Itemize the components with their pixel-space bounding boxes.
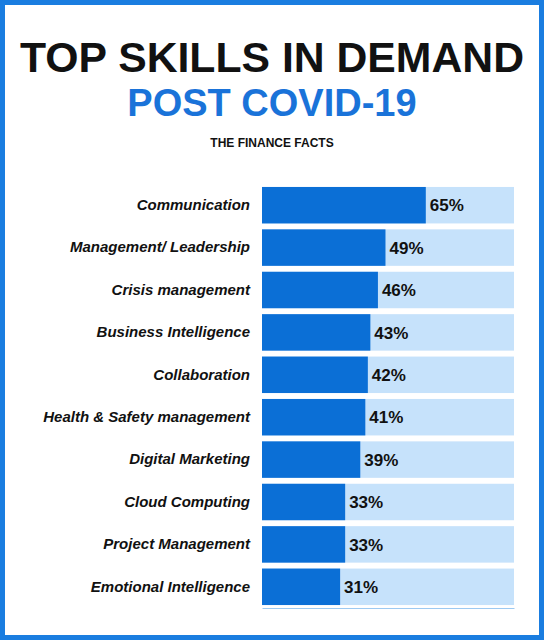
y-tick: Cloud Computing bbox=[124, 493, 262, 510]
x-axis bbox=[263, 608, 515, 609]
bar bbox=[262, 357, 368, 393]
track bbox=[262, 357, 514, 393]
y-axis: Communication Management/ Leadership Crisi… bbox=[43, 196, 262, 595]
y-tick-label: Management/ Leadership bbox=[70, 238, 250, 255]
track bbox=[262, 441, 514, 477]
data-label: 33% bbox=[349, 536, 383, 555]
track bbox=[262, 399, 514, 435]
bar bbox=[262, 484, 345, 520]
y-tick: Health & Safety management bbox=[43, 408, 262, 425]
y-tick: Digital Marketing bbox=[129, 450, 262, 467]
data-label: 42% bbox=[372, 366, 406, 385]
y-tick-label: Collaboration bbox=[153, 366, 250, 383]
data-label: 31% bbox=[344, 578, 378, 597]
track bbox=[262, 187, 514, 223]
track bbox=[262, 314, 514, 350]
track bbox=[262, 569, 514, 605]
y-tick: Communication bbox=[137, 196, 262, 213]
bar bbox=[262, 229, 385, 265]
y-tick-label: Health & Safety management bbox=[43, 408, 251, 425]
title: TOP SKILLS IN DEMAND bbox=[20, 33, 524, 81]
data-label: 39% bbox=[364, 451, 398, 470]
track bbox=[262, 526, 514, 562]
y-tick-label: Project Management bbox=[103, 535, 251, 552]
data-label: 43% bbox=[374, 324, 408, 343]
bars bbox=[262, 187, 426, 605]
chart: TOP SKILLS IN DEMANDPOST COVID-19 THE FIN… bbox=[0, 0, 544, 640]
y-tick-label: Crisis management bbox=[112, 281, 251, 298]
y-tick: Management/ Leadership bbox=[70, 238, 262, 255]
y-tick-label: Cloud Computing bbox=[124, 493, 250, 510]
data-label: 33% bbox=[349, 493, 383, 512]
bar bbox=[262, 399, 365, 435]
y-tick-label: Business Intelligence bbox=[97, 323, 250, 340]
frame bbox=[3, 3, 542, 638]
y-tick: Emotional Intelligence bbox=[91, 578, 262, 595]
bar bbox=[262, 314, 370, 350]
annotation: THE FINANCE FACTS bbox=[210, 136, 333, 150]
x-axis-line bbox=[263, 608, 515, 609]
tracks bbox=[262, 187, 514, 605]
y-tick-label: Communication bbox=[137, 196, 250, 213]
data-label: 41% bbox=[369, 408, 403, 427]
y-tick-label: Digital Marketing bbox=[129, 450, 250, 467]
y-tick: Crisis management bbox=[112, 281, 262, 298]
data-labels: 65% 49% 46% 43% 42% 41% 39% 33% 33% 31% bbox=[344, 196, 464, 597]
y-tick: Collaboration bbox=[153, 366, 262, 383]
y-tick: Project Management bbox=[103, 535, 262, 552]
bar bbox=[262, 272, 378, 308]
track bbox=[262, 229, 514, 265]
data-label: 46% bbox=[382, 281, 416, 300]
subtitle: POST COVID-19 bbox=[127, 82, 416, 124]
bar bbox=[262, 441, 360, 477]
background bbox=[0, 0, 544, 640]
data-label: 49% bbox=[389, 239, 423, 258]
bar bbox=[262, 569, 340, 605]
y-tick: Business Intelligence bbox=[97, 323, 262, 340]
bar bbox=[262, 187, 426, 223]
track bbox=[262, 484, 514, 520]
data-label: 65% bbox=[430, 196, 464, 215]
track bbox=[262, 272, 514, 308]
y-tick-label: Emotional Intelligence bbox=[91, 578, 250, 595]
bar bbox=[262, 526, 345, 562]
